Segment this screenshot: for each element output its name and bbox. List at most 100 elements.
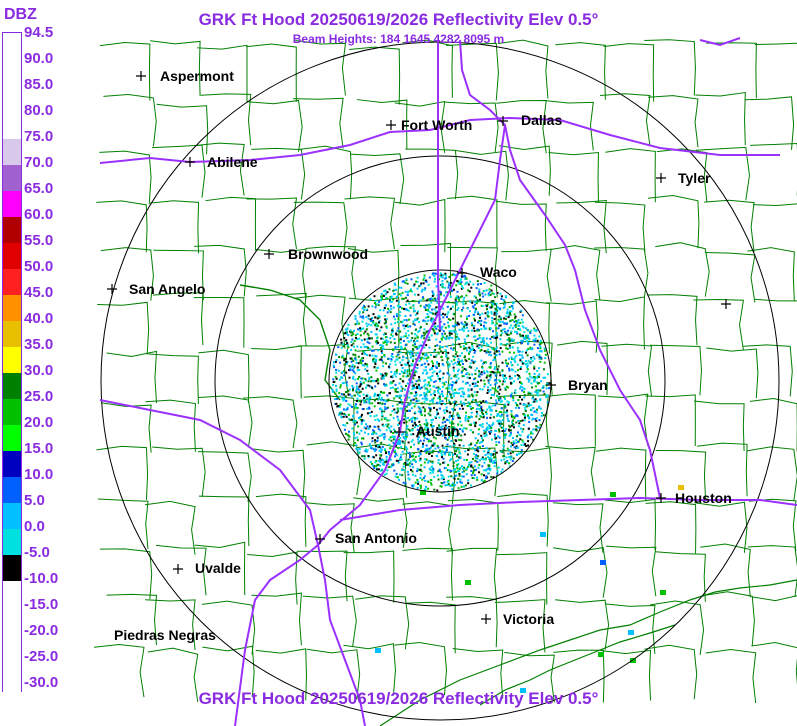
county-line [595, 447, 647, 502]
county-line [402, 547, 453, 601]
county-line [152, 446, 206, 498]
county-line [752, 203, 797, 206]
county-line [496, 552, 548, 605]
legend-swatch [3, 425, 21, 451]
county-line [556, 200, 607, 254]
county-line [93, 643, 145, 698]
city-label: San Angelo [129, 281, 206, 297]
reflectivity-echoes [331, 272, 684, 693]
county-line [402, 450, 456, 505]
city-marker [546, 380, 556, 390]
county-line [594, 247, 649, 299]
legend-swatch [3, 165, 21, 191]
county-line [150, 40, 201, 96]
city-label: Bryan [568, 377, 608, 393]
county-line [594, 296, 645, 350]
county-line [499, 300, 550, 354]
county-line [455, 149, 509, 201]
county-line [704, 252, 756, 303]
county-line [197, 451, 252, 502]
county-line [306, 648, 361, 700]
county-line [605, 545, 657, 597]
county-line [447, 499, 499, 551]
county-line [293, 97, 344, 149]
city-label: Austin [416, 423, 460, 439]
city-marker [457, 268, 467, 278]
county-line [650, 600, 705, 655]
county-line [405, 300, 456, 352]
county-line [155, 544, 207, 596]
county-line [644, 39, 696, 96]
county-line [201, 600, 256, 655]
county-line [694, 501, 748, 553]
county-line [498, 394, 549, 447]
legend-swatch [3, 321, 21, 347]
county-line [106, 350, 158, 404]
county-line [248, 99, 303, 152]
county-line [445, 101, 499, 153]
city-marker [386, 120, 396, 130]
county-line [145, 399, 196, 452]
county-line [655, 450, 707, 501]
legend-label: 85.0 [24, 76, 54, 93]
city-marker [315, 534, 325, 544]
county-line [504, 651, 555, 703]
range-ring-2 [214, 155, 666, 607]
county-line [194, 244, 247, 297]
county-line [255, 493, 307, 547]
county-line [706, 42, 757, 99]
legend-swatch [3, 139, 21, 165]
county-line [649, 344, 702, 396]
county-line [145, 599, 196, 650]
county-line [99, 150, 152, 203]
city-label: Piedras Negras [114, 627, 216, 643]
legend-swatch [3, 633, 21, 659]
county-line [743, 344, 793, 397]
legend-swatch [3, 503, 21, 529]
county-line [604, 499, 657, 551]
county-line [497, 39, 549, 99]
legend-label: 45.0 [24, 284, 54, 301]
map-footer: GRK Ft Hood 20250619/2026 Reflectivity E… [198, 689, 599, 708]
legend-swatch [3, 243, 21, 269]
city-label: Dallas [521, 112, 562, 128]
county-line [447, 246, 498, 298]
county-line [754, 42, 797, 46]
county-line [349, 46, 401, 105]
dbz-color-legend [2, 32, 22, 711]
city-marker [481, 614, 491, 624]
county-line [198, 349, 250, 403]
legend-label: 0.0 [24, 518, 45, 535]
county-line [302, 595, 357, 647]
county-line [543, 99, 594, 151]
city-label: Uvalde [195, 560, 241, 576]
county-line [705, 649, 757, 704]
county-line [405, 601, 456, 654]
county-line [251, 345, 302, 399]
legend-swatch [3, 581, 21, 607]
county-line [553, 649, 605, 703]
county-line [152, 292, 204, 346]
county-line [194, 142, 245, 196]
county-line [103, 93, 157, 147]
city-marker [264, 249, 274, 259]
county-line [144, 500, 196, 555]
county-line [303, 395, 355, 448]
county-line [246, 43, 297, 102]
county-line [545, 393, 596, 447]
county-line [700, 543, 751, 598]
county-line [556, 340, 609, 396]
county-line [247, 551, 298, 605]
legend-label: 50.0 [24, 258, 54, 275]
county-line [344, 196, 396, 250]
county-line [343, 550, 395, 603]
city-marker [173, 564, 183, 574]
range-ring-3 [100, 41, 780, 721]
county-line [200, 93, 252, 146]
legend-swatch [3, 659, 21, 685]
county-line [600, 649, 652, 701]
county-line [702, 591, 755, 646]
county-line [601, 343, 653, 397]
legend-swatch [3, 217, 21, 243]
